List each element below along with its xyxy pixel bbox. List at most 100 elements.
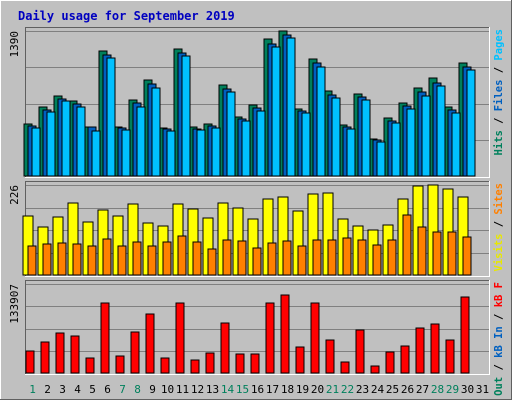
x-tick-label: 17 xyxy=(266,383,279,396)
x-tick-label: 21 xyxy=(326,383,339,396)
bar-sites-day-4 xyxy=(72,243,82,276)
legend-entry: kB Out xyxy=(493,377,505,400)
x-tick-label: 23 xyxy=(356,383,369,396)
bar-kb-f-day-3 xyxy=(55,332,65,374)
bar-sites-day-20 xyxy=(312,239,322,276)
bar-kb-f-day-20 xyxy=(310,302,320,374)
bar-kb-f-day-22 xyxy=(340,361,350,374)
ymax-label-bottom: 133907 xyxy=(8,284,21,324)
x-tick-label: 27 xyxy=(416,383,429,396)
legend-middle: Visits / Sites xyxy=(493,183,505,272)
bar-pages-day-29 xyxy=(451,112,461,177)
bar-kb-f-day-16 xyxy=(250,353,260,374)
bar-kb-f-day-14 xyxy=(220,322,230,374)
bar-pages-day-12 xyxy=(196,129,206,177)
bar-sites-day-10 xyxy=(162,241,172,276)
bar-kb-f-day-5 xyxy=(85,357,95,374)
bar-pages-day-22 xyxy=(346,128,356,177)
bar-pages-day-13 xyxy=(211,127,221,177)
x-tick-label: 10 xyxy=(161,383,174,396)
bar-pages-day-23 xyxy=(361,99,371,177)
chart-title: Daily usage for September 2019 xyxy=(18,9,235,23)
x-tick-label: 16 xyxy=(251,383,264,396)
bar-pages-day-4 xyxy=(76,106,86,177)
bar-pages-day-5 xyxy=(91,130,101,177)
bar-sites-day-26 xyxy=(402,214,412,276)
bar-sites-day-11 xyxy=(177,235,187,276)
legend-entry: Hits xyxy=(493,130,505,155)
x-tick-label: 19 xyxy=(296,383,309,396)
bar-pages-day-9 xyxy=(151,87,161,177)
legend-top: Hits / Files / Pages xyxy=(493,29,505,155)
bar-sites-day-12 xyxy=(192,241,202,276)
x-tick-label: 5 xyxy=(89,383,96,396)
bar-pages-day-20 xyxy=(316,66,326,177)
legend-entry: Visits xyxy=(493,234,505,272)
bar-kb-f-day-28 xyxy=(430,323,440,374)
legend-entry: kB F xyxy=(493,282,505,307)
x-tick-label: 7 xyxy=(119,383,126,396)
bar-pages-day-3 xyxy=(61,100,71,177)
bar-sites-day-14 xyxy=(222,239,232,276)
legend-bottom: kB Out / kB In / kB F xyxy=(493,282,505,400)
bar-kb-f-day-11 xyxy=(175,302,185,374)
x-tick-label: 26 xyxy=(401,383,414,396)
x-tick-label: 6 xyxy=(104,383,111,396)
bar-pages-day-15 xyxy=(241,120,251,177)
legend-entry: Pages xyxy=(493,29,505,61)
ymax-label-middle: 226 xyxy=(8,185,21,205)
legend-entry: / xyxy=(493,215,505,234)
bar-sites-day-21 xyxy=(327,239,337,276)
x-tick-label: 11 xyxy=(176,383,189,396)
bar-pages-day-25 xyxy=(391,122,401,177)
bar-pages-day-18 xyxy=(286,37,296,177)
panel-middle: 226 Visits / Sites xyxy=(8,181,505,277)
bar-sites-day-17 xyxy=(267,242,277,276)
bar-pages-day-28 xyxy=(436,85,446,177)
x-tick-label: 20 xyxy=(311,383,324,396)
bar-sites-day-5 xyxy=(87,245,97,276)
panel-bottom: 133907 kB Out / kB In / kB F xyxy=(8,280,505,400)
bar-pages-day-17 xyxy=(271,46,281,177)
bar-pages-day-26 xyxy=(406,108,416,177)
bar-sites-day-28 xyxy=(432,231,442,276)
x-tick-label: 22 xyxy=(341,383,354,396)
bar-pages-day-27 xyxy=(421,95,431,177)
bar-kb-f-day-4 xyxy=(70,335,80,374)
bar-sites-day-18 xyxy=(282,240,292,276)
legend-entry: Files xyxy=(493,80,505,112)
legend-entry: / xyxy=(493,111,505,130)
bar-sites-day-30 xyxy=(462,236,472,276)
bar-sites-day-7 xyxy=(117,245,127,276)
bar-kb-f-day-6 xyxy=(100,302,110,374)
bar-kb-f-day-27 xyxy=(415,327,425,374)
bar-kb-f-day-15 xyxy=(235,353,245,374)
bar-kb-f-day-21 xyxy=(325,339,335,374)
x-tick-label: 29 xyxy=(446,383,459,396)
x-tick-label: 1 xyxy=(29,383,36,396)
legend-entry: / xyxy=(493,61,505,80)
bar-kb-f-day-10 xyxy=(160,357,170,374)
bar-kb-f-day-12 xyxy=(190,359,200,374)
bar-kb-f-day-9 xyxy=(145,313,155,374)
bar-sites-day-16 xyxy=(252,247,262,276)
bar-sites-day-23 xyxy=(357,239,367,276)
bar-kb-f-day-30 xyxy=(460,296,470,374)
bar-sites-day-25 xyxy=(387,239,397,276)
bar-sites-day-27 xyxy=(417,226,427,276)
bar-pages-day-16 xyxy=(256,110,266,177)
x-tick-label: 14 xyxy=(221,383,235,396)
x-tick-label: 25 xyxy=(386,383,399,396)
bar-kb-f-day-25 xyxy=(385,351,395,374)
bar-kb-f-day-13 xyxy=(205,352,215,374)
legend-entry: / xyxy=(493,307,505,326)
bar-sites-day-29 xyxy=(447,231,457,276)
bar-pages-day-14 xyxy=(226,91,236,177)
bar-pages-day-1 xyxy=(31,127,41,177)
bar-sites-day-15 xyxy=(237,240,247,276)
legend-entry: kB In xyxy=(493,326,505,358)
x-tick-label: 24 xyxy=(371,383,385,396)
bar-sites-day-9 xyxy=(147,245,157,276)
bar-pages-day-11 xyxy=(181,55,191,177)
bar-kb-f-day-26 xyxy=(400,345,410,374)
